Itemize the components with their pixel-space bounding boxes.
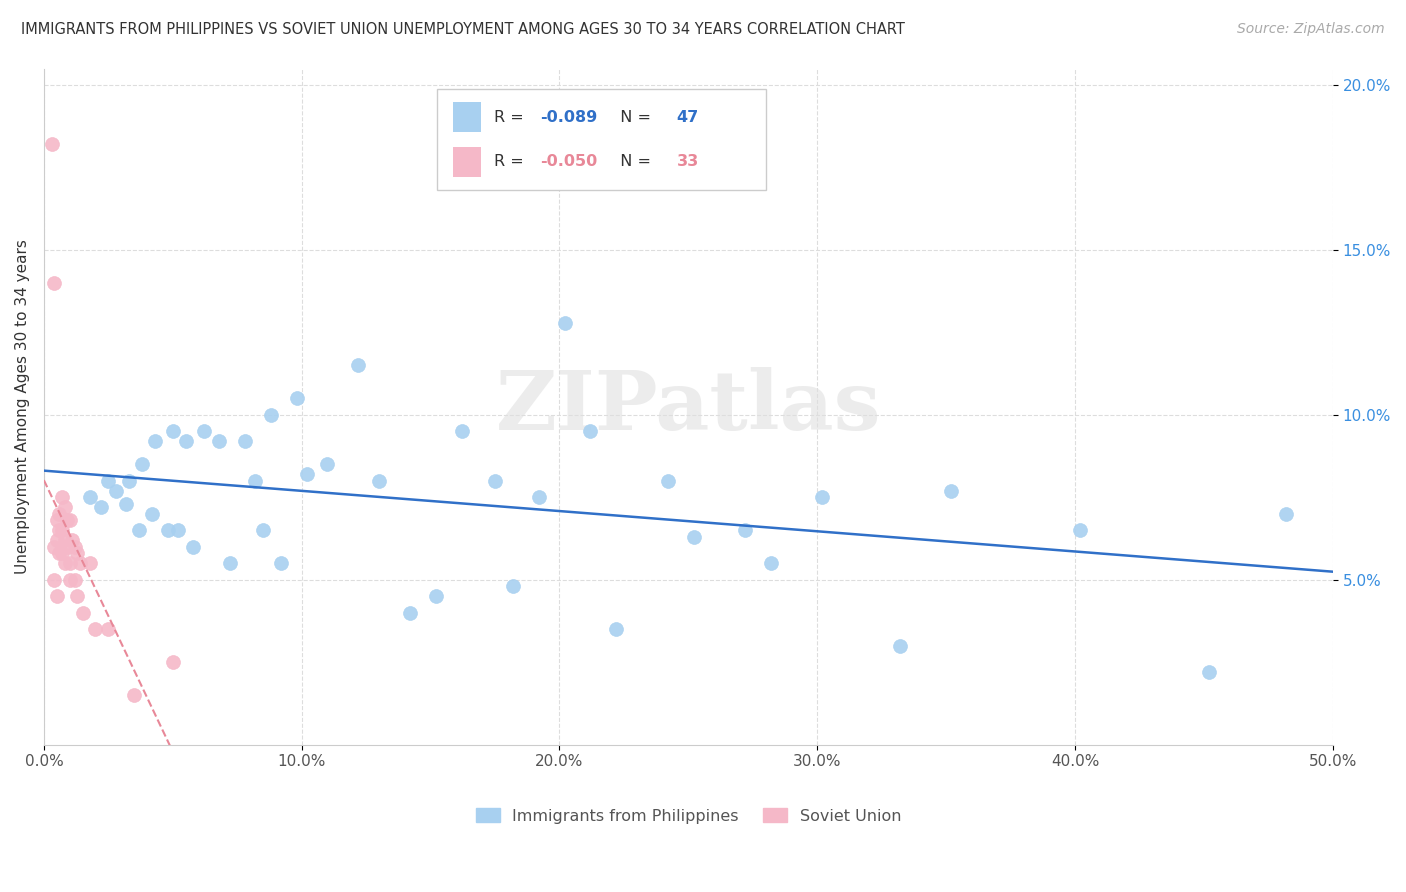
Point xyxy=(183,540,205,554)
Point xyxy=(162,425,184,439)
Point xyxy=(90,500,112,515)
Text: N =: N = xyxy=(610,154,655,169)
Point xyxy=(162,655,184,669)
Point xyxy=(118,474,141,488)
Point xyxy=(347,359,370,373)
Point xyxy=(45,533,67,548)
Point xyxy=(48,524,70,538)
Text: ZIPatlas: ZIPatlas xyxy=(496,367,882,447)
Point xyxy=(44,540,66,554)
Point xyxy=(45,513,67,527)
Text: N =: N = xyxy=(610,110,655,125)
Point xyxy=(59,557,82,571)
Point xyxy=(63,540,86,554)
Point xyxy=(245,474,267,488)
Point xyxy=(128,524,150,538)
Point xyxy=(105,483,128,498)
Point xyxy=(399,606,422,620)
Point xyxy=(502,579,524,593)
Point xyxy=(79,557,101,571)
Point xyxy=(97,622,120,636)
Point xyxy=(1198,665,1220,680)
Point xyxy=(484,474,506,488)
Point xyxy=(51,491,73,505)
Point xyxy=(889,639,911,653)
Point xyxy=(48,546,70,560)
Point xyxy=(527,491,550,505)
Point xyxy=(368,474,391,488)
Point xyxy=(45,590,67,604)
Point xyxy=(941,483,963,498)
Point xyxy=(316,458,339,472)
Point xyxy=(759,557,782,571)
Point xyxy=(450,425,472,439)
Point xyxy=(41,137,63,152)
Point xyxy=(174,434,197,449)
Point xyxy=(682,530,704,544)
Point xyxy=(233,434,256,449)
Point xyxy=(44,573,66,587)
Point xyxy=(53,533,76,548)
Point xyxy=(167,524,190,538)
Point xyxy=(97,474,120,488)
Point xyxy=(734,524,756,538)
Point xyxy=(605,622,627,636)
Point xyxy=(657,474,679,488)
Point xyxy=(44,276,66,290)
Text: IMMIGRANTS FROM PHILIPPINES VS SOVIET UNION UNEMPLOYMENT AMONG AGES 30 TO 34 YEA: IMMIGRANTS FROM PHILIPPINES VS SOVIET UN… xyxy=(21,22,905,37)
Point xyxy=(295,467,318,482)
Text: 47: 47 xyxy=(676,110,699,125)
Y-axis label: Unemployment Among Ages 30 to 34 years: Unemployment Among Ages 30 to 34 years xyxy=(15,239,30,574)
Point xyxy=(59,573,82,587)
Legend: Immigrants from Philippines, Soviet Union: Immigrants from Philippines, Soviet Unio… xyxy=(468,800,910,831)
Point xyxy=(56,513,79,527)
Point xyxy=(208,434,231,449)
Point xyxy=(60,533,83,548)
FancyBboxPatch shape xyxy=(453,103,481,132)
Point xyxy=(425,590,447,604)
Point xyxy=(56,540,79,554)
Text: R =: R = xyxy=(494,154,529,169)
Point xyxy=(1275,507,1298,521)
Point xyxy=(143,434,166,449)
Point xyxy=(63,573,86,587)
Text: -0.089: -0.089 xyxy=(540,110,598,125)
Text: R =: R = xyxy=(494,110,529,125)
FancyBboxPatch shape xyxy=(437,89,766,190)
Text: 33: 33 xyxy=(676,154,699,169)
Text: -0.050: -0.050 xyxy=(540,154,598,169)
Point xyxy=(1069,524,1091,538)
Point xyxy=(66,546,89,560)
Point xyxy=(59,513,82,527)
Point xyxy=(115,497,138,511)
FancyBboxPatch shape xyxy=(453,147,481,177)
Point xyxy=(218,557,240,571)
Point xyxy=(84,622,107,636)
Point xyxy=(72,606,94,620)
Point xyxy=(270,557,292,571)
Point xyxy=(48,507,70,521)
Point xyxy=(51,524,73,538)
Point xyxy=(260,408,283,422)
Point xyxy=(156,524,179,538)
Point xyxy=(122,688,145,702)
Point xyxy=(69,557,91,571)
Point xyxy=(131,458,153,472)
Point xyxy=(252,524,274,538)
Point xyxy=(51,546,73,560)
Point xyxy=(579,425,602,439)
Point xyxy=(193,425,215,439)
Point xyxy=(811,491,834,505)
Point xyxy=(66,590,89,604)
Point xyxy=(53,557,76,571)
Point xyxy=(141,507,163,521)
Point xyxy=(554,316,576,330)
Point xyxy=(53,500,76,515)
Point xyxy=(285,392,308,406)
Text: Source: ZipAtlas.com: Source: ZipAtlas.com xyxy=(1237,22,1385,37)
Point xyxy=(79,491,101,505)
